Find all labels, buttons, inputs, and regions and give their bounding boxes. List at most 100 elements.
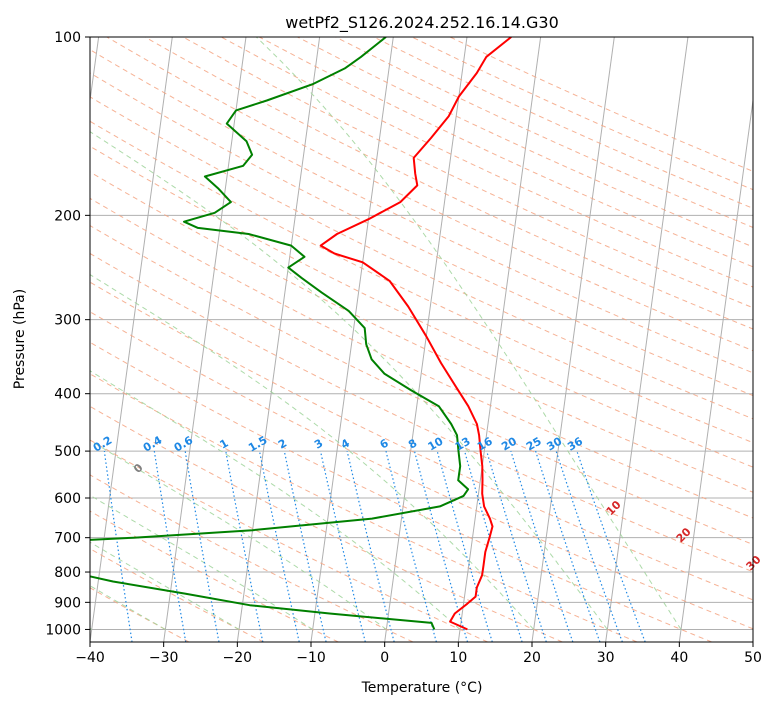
isotherm-line [163, 37, 247, 642]
temperature-profile-line [319, 37, 512, 631]
series-layer [90, 37, 512, 631]
mixing-ratio-line [576, 450, 646, 642]
x-tick-label: 30 [597, 650, 615, 666]
chart-title: wetPf2_S126.2024.252.16.14.G30 [285, 13, 559, 33]
x-tick-label: 10 [449, 650, 467, 666]
x-tick-label: −20 [223, 650, 253, 666]
dry-adiabat-line [220, 37, 753, 288]
dry-adiabat-line [90, 252, 753, 573]
x-axis: −40 −30 −20 −10 0 10 20 30 40 50 [75, 642, 762, 666]
dry-adiabat-line [90, 510, 339, 642]
x-tick-label: 0 [380, 650, 389, 666]
isotherm-line [457, 37, 542, 642]
plot-frame [89, 36, 754, 643]
y-tick-label: 300 [54, 313, 81, 329]
moist-adiabat-line [255, 37, 682, 630]
dry-adiabat-line [90, 120, 753, 444]
mixing-ratio-line [464, 450, 523, 642]
dry-adiabat-line [335, 37, 753, 228]
isotherm-line [236, 37, 321, 642]
x-tick-label: −10 [296, 650, 326, 666]
dry-adiabat-line [90, 405, 563, 642]
moist-adiabat-line [90, 274, 535, 630]
moist-adiabat-line [90, 370, 461, 630]
dry-adiabat-line [90, 439, 488, 642]
x-tick-label: 40 [670, 650, 688, 666]
moist-adiabat-line [90, 541, 240, 630]
dry-adiabat-line [90, 225, 753, 546]
dry-adiabat-line [259, 37, 753, 268]
mixing-ratio-line [184, 451, 220, 642]
annotation-layer: 0.20.40.611.52346810131620253036-100-90-… [0, 421, 764, 573]
dry-adiabat-line [90, 72, 753, 397]
x-tick-label: −30 [149, 650, 179, 666]
mixing-ratio-line [319, 450, 366, 642]
dry-adiabat-line [90, 281, 753, 601]
mixing-ratio-label: 6 [378, 436, 391, 451]
mixing-ratio-line [436, 450, 493, 642]
dry-adiabat-line [90, 171, 753, 493]
mixing-ratio-line [258, 450, 300, 642]
dry-adiabat-line [449, 37, 753, 172]
y-tick-label: 800 [54, 565, 81, 581]
dry-adiabat-label: 30 [744, 553, 764, 573]
x-axis-label: Temperature (°C) [361, 680, 483, 696]
isotherm-line [752, 638, 753, 642]
dry-adiabat-line [144, 37, 753, 330]
mixing-ratio-label: 4 [339, 436, 352, 451]
moist-adiabat-line [90, 585, 166, 630]
isotherm-line [531, 37, 615, 642]
x-tick-label: −40 [75, 650, 105, 666]
y-tick-label: 400 [54, 387, 81, 403]
mixing-ratio-label: 8 [406, 437, 419, 452]
mixing-ratio-line [510, 450, 574, 642]
dry-adiabat-line [182, 37, 753, 309]
y-tick-label: 900 [54, 595, 81, 611]
mixing-ratio-label: 3 [312, 437, 325, 452]
mixing-ratio-line [486, 450, 547, 642]
moist-adiabat-line [90, 131, 608, 630]
y-tick-label: 600 [54, 491, 81, 507]
dry-adiabat-label: 20 [674, 525, 694, 545]
mixing-ratio-label: 1 [217, 437, 230, 452]
mixing-ratio-line [153, 451, 187, 642]
x-tick-label: 50 [744, 650, 762, 666]
y-tick-label: 100 [54, 30, 81, 46]
isotherm-line [678, 96, 753, 642]
y-tick-label: 1000 [45, 622, 81, 638]
dry-adiabat-line [90, 548, 264, 642]
mixing-ratio-layer [103, 450, 646, 642]
moist-adiabat-line [90, 439, 387, 630]
mixing-ratio-line [385, 450, 437, 642]
dewpoint-profile-line [90, 37, 470, 630]
mixing-ratio-line [413, 450, 469, 642]
dry-adiabat-label: 10 [604, 498, 624, 518]
mixing-ratio-label: 2 [276, 437, 289, 452]
dry-adiabat-line [297, 37, 753, 248]
mixing-ratio-line [283, 450, 327, 642]
y-tick-label: 200 [54, 208, 81, 224]
dry-adiabat-line [90, 145, 753, 468]
dry-adiabat-line [90, 49, 753, 374]
mixing-ratio-line [103, 451, 133, 642]
isotherm-line [90, 37, 173, 642]
y-tick-label: 700 [54, 531, 81, 547]
x-tick-label: 20 [523, 650, 541, 666]
y-axis-label: Pressure (hPa) [12, 289, 28, 389]
dry-adiabat-line [90, 96, 753, 420]
moist-adiabat-label: 0 [131, 461, 146, 476]
mixing-ratio-line [555, 450, 623, 642]
isotherm-line [384, 37, 468, 642]
dry-adiabat-line [90, 197, 753, 519]
y-axis: 100 200 300 400 500 600 700 800 900 1000 [45, 30, 90, 638]
dry-adiabat-line [106, 37, 753, 352]
isotherm-line [90, 37, 100, 105]
adiabat-layer [90, 37, 753, 642]
dry-adiabat-line [90, 311, 753, 630]
dry-adiabat-line [90, 373, 638, 642]
y-tick-label: 500 [54, 444, 81, 460]
grid-layer [90, 37, 753, 642]
dry-adiabat-line [373, 37, 753, 209]
dry-adiabat-line [90, 341, 712, 642]
